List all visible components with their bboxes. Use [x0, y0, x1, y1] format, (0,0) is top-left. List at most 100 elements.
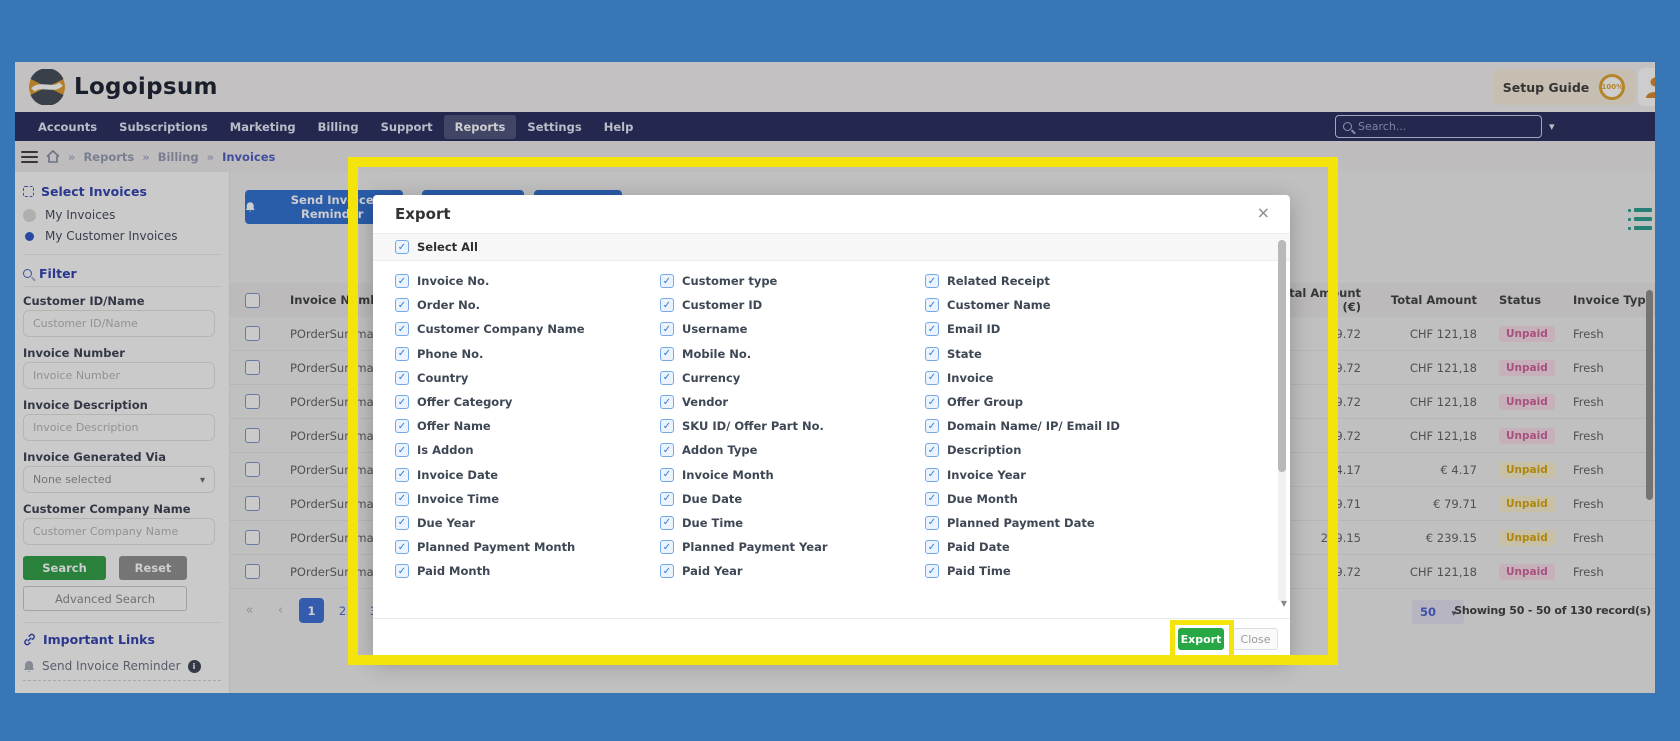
- checkbox-icon[interactable]: [660, 515, 674, 530]
- sidebar-toggle-icon[interactable]: [21, 150, 38, 163]
- export-field-option[interactable]: Due Date: [660, 491, 925, 506]
- nav-item[interactable]: Support: [380, 119, 433, 134]
- reset-button[interactable]: Reset: [119, 556, 187, 580]
- checkbox-icon[interactable]: [925, 298, 939, 313]
- checkbox-icon[interactable]: [925, 370, 939, 385]
- export-field-option[interactable]: Country: [395, 370, 660, 385]
- pagination-first[interactable]: «: [245, 603, 254, 618]
- export-field-option[interactable]: Paid Date: [925, 540, 1255, 555]
- export-field-option[interactable]: Offer Category: [395, 395, 660, 410]
- select-all-checkbox[interactable]: [395, 240, 409, 254]
- checkbox-icon[interactable]: [925, 540, 939, 555]
- export-field-option[interactable]: State: [925, 346, 1255, 361]
- breadcrumb-item[interactable]: Reports: [83, 149, 135, 164]
- checkbox-icon[interactable]: [395, 395, 409, 410]
- modal-scrollbar-thumb[interactable]: [1278, 240, 1286, 472]
- checkbox-icon[interactable]: [395, 346, 409, 361]
- select-all-rows-checkbox[interactable]: [244, 292, 260, 308]
- export-field-option[interactable]: Order No.: [395, 298, 660, 313]
- checkbox-icon[interactable]: [925, 395, 939, 410]
- close-icon[interactable]: ×: [1256, 203, 1270, 222]
- setup-guide-button[interactable]: Setup Guide 100%: [1493, 69, 1635, 105]
- modal-close-button[interactable]: Close: [1233, 628, 1278, 650]
- checkbox-icon[interactable]: [395, 491, 409, 506]
- checkbox-icon[interactable]: [925, 564, 939, 579]
- radio-option[interactable]: My Invoices: [23, 208, 221, 222]
- checkbox-icon[interactable]: [660, 298, 674, 313]
- export-field-option[interactable]: Domain Name/ IP/ Email ID: [925, 419, 1255, 434]
- table-scrollbar[interactable]: [1646, 290, 1653, 500]
- checkbox-icon[interactable]: [395, 298, 409, 313]
- row-checkbox[interactable]: [244, 360, 260, 375]
- export-field-option[interactable]: Related Receipt: [925, 274, 1255, 289]
- export-field-option[interactable]: Planned Payment Date: [925, 515, 1255, 530]
- nav-item[interactable]: Settings: [527, 119, 582, 134]
- export-field-option[interactable]: Customer Name: [925, 298, 1255, 313]
- export-field-option[interactable]: Due Time: [660, 515, 925, 530]
- checkbox-icon[interactable]: [395, 419, 409, 434]
- checkbox-icon[interactable]: [660, 564, 674, 579]
- advanced-search-button[interactable]: Advanced Search: [23, 586, 187, 611]
- row-checkbox[interactable]: [244, 462, 260, 477]
- export-field-option[interactable]: Invoice Year: [925, 467, 1255, 482]
- breadcrumb-item[interactable]: Invoices: [222, 149, 276, 164]
- checkbox-icon[interactable]: [660, 419, 674, 434]
- checkbox-icon[interactable]: [925, 491, 939, 506]
- export-field-option[interactable]: Due Month: [925, 491, 1255, 506]
- export-field-option[interactable]: Paid Month: [395, 564, 660, 579]
- export-field-option[interactable]: Phone No.: [395, 346, 660, 361]
- nav-item[interactable]: Reports: [443, 114, 517, 139]
- row-checkbox[interactable]: [244, 326, 260, 341]
- export-field-option[interactable]: Description: [925, 443, 1255, 458]
- send-invoice-reminder-link[interactable]: Send Invoice Reminder i: [23, 659, 221, 673]
- export-field-option[interactable]: Customer type: [660, 274, 925, 289]
- export-field-option[interactable]: Invoice Time: [395, 491, 660, 506]
- checkbox-icon[interactable]: [925, 322, 939, 337]
- company-name-input[interactable]: [23, 518, 215, 545]
- checkbox-icon[interactable]: [660, 395, 674, 410]
- customer-id-input[interactable]: [23, 310, 215, 337]
- export-field-option[interactable]: Currency: [660, 370, 925, 385]
- nav-item[interactable]: Marketing: [229, 119, 296, 134]
- export-field-option[interactable]: Customer Company Name: [395, 322, 660, 337]
- checkbox-icon[interactable]: [925, 443, 939, 458]
- generated-via-select[interactable]: None selected: [23, 466, 215, 493]
- scroll-down-icon[interactable]: [1281, 599, 1287, 608]
- nav-item[interactable]: Accounts: [38, 119, 98, 134]
- checkbox-icon[interactable]: [660, 540, 674, 555]
- home-icon[interactable]: [46, 150, 60, 163]
- search-button[interactable]: Search: [23, 556, 106, 580]
- checkbox-icon[interactable]: [925, 346, 939, 361]
- export-field-option[interactable]: Email ID: [925, 322, 1255, 337]
- export-field-option[interactable]: Customer ID: [660, 298, 925, 313]
- checkbox-icon[interactable]: [395, 370, 409, 385]
- checkbox-icon[interactable]: [660, 346, 674, 361]
- search-input[interactable]: [1358, 120, 1534, 133]
- export-button[interactable]: Export: [1178, 628, 1224, 650]
- nav-item[interactable]: Help: [603, 119, 634, 134]
- checkbox-icon[interactable]: [925, 419, 939, 434]
- checkbox-icon[interactable]: [660, 443, 674, 458]
- export-field-option[interactable]: SKU ID/ Offer Part No.: [660, 419, 925, 434]
- row-checkbox[interactable]: [244, 496, 260, 511]
- export-field-option[interactable]: Addon Type: [660, 443, 925, 458]
- checkbox-icon[interactable]: [925, 515, 939, 530]
- checkbox-icon[interactable]: [660, 370, 674, 385]
- nav-item[interactable]: Billing: [317, 119, 359, 134]
- checkbox-icon[interactable]: [660, 491, 674, 506]
- export-field-option[interactable]: Invoice Month: [660, 467, 925, 482]
- export-field-option[interactable]: Invoice Date: [395, 467, 660, 482]
- pagination-page[interactable]: 2: [338, 603, 347, 618]
- checkbox-icon[interactable]: [925, 467, 939, 482]
- export-field-option[interactable]: Offer Name: [395, 419, 660, 434]
- invoice-description-input[interactable]: [23, 414, 215, 441]
- export-field-option[interactable]: Offer Group: [925, 395, 1255, 410]
- checkbox-icon[interactable]: [395, 443, 409, 458]
- checkbox-icon[interactable]: [395, 322, 409, 337]
- avatar[interactable]: [1638, 68, 1655, 106]
- checkbox-icon[interactable]: [660, 274, 674, 289]
- export-field-option[interactable]: Planned Payment Year: [660, 540, 925, 555]
- checkbox-icon[interactable]: [395, 274, 409, 289]
- checkbox-icon[interactable]: [395, 564, 409, 579]
- export-field-option[interactable]: Planned Payment Month: [395, 540, 660, 555]
